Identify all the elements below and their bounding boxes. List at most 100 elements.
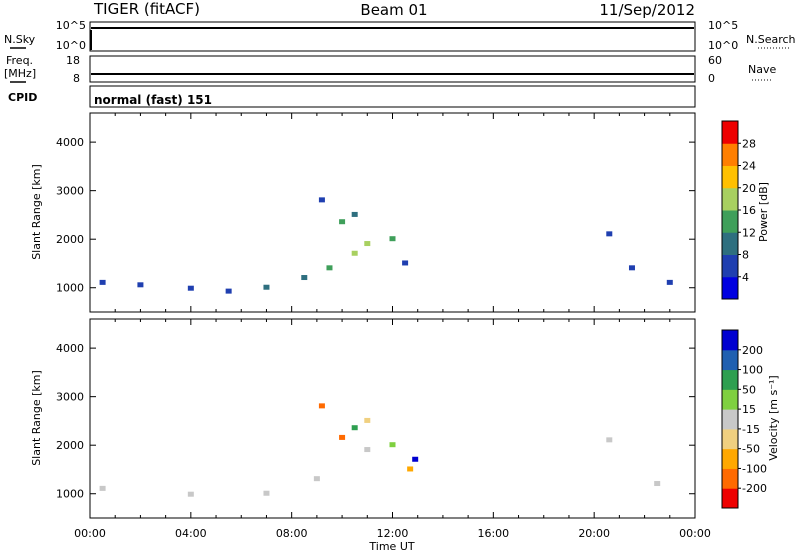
velocity-colorbar-label: Velocity [m s⁻¹] bbox=[767, 375, 780, 460]
power-data-point bbox=[389, 236, 396, 242]
velocity-panel: 1000 2000 3000 4000 Slant Range [km] bbox=[30, 318, 696, 519]
power-data-point bbox=[666, 279, 673, 285]
y-tick-label: 2000 bbox=[56, 439, 84, 452]
velocity-colorbar-tick-label: 200 bbox=[742, 344, 763, 357]
x-tick-label: 20:00 bbox=[578, 527, 610, 540]
velocity-data-point bbox=[412, 456, 419, 462]
velocity-plot-frame bbox=[89, 318, 696, 519]
power-colorbar-segment bbox=[722, 276, 738, 300]
velocity-colorbar-segment bbox=[722, 349, 738, 371]
velocity-colorbar-frame bbox=[721, 329, 739, 509]
power-colorbar-tick-label: 20 bbox=[742, 182, 756, 195]
velocity-data-point bbox=[339, 434, 346, 440]
power-data-point bbox=[402, 260, 409, 266]
nsearch-tick-top: 10^5 bbox=[708, 19, 738, 32]
nsearch-label: N.Search bbox=[746, 33, 796, 46]
nave-label: Nave bbox=[748, 63, 776, 76]
power-ylabel: Slant Range [km] bbox=[30, 164, 43, 260]
x-tick-label: 16:00 bbox=[477, 527, 509, 540]
velocity-data-point bbox=[187, 491, 194, 497]
x-tick-label: 00:00 bbox=[679, 527, 711, 540]
velocity-data-point bbox=[318, 403, 325, 409]
velocity-colorbar-tick-label: 50 bbox=[742, 383, 756, 396]
velocity-data-point bbox=[654, 481, 661, 487]
power-data-point bbox=[351, 211, 358, 217]
power-data-point bbox=[364, 241, 371, 247]
x-axis-label: Time UT bbox=[368, 540, 414, 553]
power-data-point bbox=[318, 197, 325, 203]
velocity-colorbar-segment bbox=[722, 488, 738, 509]
beam-title: Beam 01 bbox=[360, 1, 427, 19]
power-colorbar-segment bbox=[722, 121, 738, 144]
power-data-point bbox=[351, 250, 358, 256]
power-data-point bbox=[301, 275, 308, 281]
power-colorbar-tick-label: 8 bbox=[742, 249, 749, 262]
power-data-point bbox=[99, 279, 106, 285]
freq-unit-label: [MHz] bbox=[4, 67, 36, 80]
power-colorbar-segment bbox=[722, 143, 738, 166]
power-colorbar-segment bbox=[722, 210, 738, 233]
power-colorbar-segment bbox=[722, 254, 738, 278]
nsky-tick-bottom: 10^0 bbox=[56, 39, 86, 52]
power-data-point bbox=[628, 265, 635, 271]
y-tick-label: 3000 bbox=[56, 391, 84, 404]
power-colorbar-tick-label: 24 bbox=[742, 160, 756, 173]
y-tick-label: 3000 bbox=[56, 185, 84, 198]
nsky-label: N.Sky bbox=[4, 33, 36, 46]
power-data-point bbox=[339, 219, 346, 225]
velocity-data-point bbox=[351, 425, 358, 431]
cpid-strip: CPID normal (fast) 151 bbox=[8, 85, 696, 108]
freq-label: Freq. bbox=[6, 54, 33, 67]
velocity-colorbar-tick-label: 100 bbox=[742, 364, 763, 377]
velocity-data-point bbox=[364, 417, 371, 423]
nave-tick-bottom: 0 bbox=[708, 72, 715, 85]
power-data-point bbox=[137, 282, 144, 288]
velocity-colorbar-segment bbox=[722, 389, 738, 410]
power-colorbar-segment bbox=[722, 187, 738, 211]
power-colorbar-tick-label: 4 bbox=[742, 271, 749, 284]
velocity-data-point bbox=[99, 485, 106, 491]
freq-strip: Freq. [MHz] 18 8 60 0 Nave bbox=[4, 54, 776, 85]
power-panel: 1000 2000 3000 4000 Slant Range [km] bbox=[30, 112, 696, 313]
power-colorbar-tick-label: 12 bbox=[742, 226, 756, 239]
velocity-colorbar-segment bbox=[722, 369, 738, 390]
power-data-point bbox=[263, 284, 270, 290]
site-title: TIGER (fitACF) bbox=[93, 0, 200, 18]
nsky-strip: N.Sky 10^5 10^0 10^5 10^0 N.Search bbox=[4, 19, 796, 52]
velocity-ylabel: Slant Range [km] bbox=[30, 370, 43, 466]
freq-tick-top: 18 bbox=[66, 54, 80, 67]
power-colorbar-tick-label: 16 bbox=[742, 204, 756, 217]
velocity-data-point bbox=[263, 490, 270, 496]
power-plot-frame bbox=[89, 112, 696, 313]
velocity-colorbar-tick-label: -200 bbox=[742, 482, 767, 495]
y-tick-label: 4000 bbox=[56, 136, 84, 149]
velocity-colorbar-tick-label: 15 bbox=[742, 403, 756, 416]
velocity-colorbar-tick-label: -50 bbox=[742, 443, 760, 456]
nsky-tick-top: 10^5 bbox=[56, 19, 86, 32]
x-tick-label: 08:00 bbox=[276, 527, 308, 540]
velocity-colorbar-segment bbox=[722, 330, 738, 351]
y-tick-label: 1000 bbox=[56, 488, 84, 501]
velocity-data-point bbox=[606, 437, 613, 443]
power-colorbar-segment bbox=[722, 165, 738, 189]
velocity-data-point bbox=[389, 442, 396, 448]
velocity-data-point bbox=[364, 447, 371, 453]
y-tick-label: 1000 bbox=[56, 282, 84, 295]
velocity-colorbar-segment bbox=[722, 428, 738, 450]
velocity-colorbar-tick-label: -15 bbox=[742, 423, 760, 436]
freq-tick-bottom: 8 bbox=[73, 72, 80, 85]
power-data-point bbox=[187, 285, 194, 291]
velocity-data-point bbox=[313, 476, 320, 482]
power-colorbar-segment bbox=[722, 232, 738, 255]
cpid-label: CPID bbox=[8, 91, 37, 104]
velocity-data-point bbox=[407, 466, 414, 472]
y-tick-label: 4000 bbox=[56, 342, 84, 355]
x-tick-label: 04:00 bbox=[175, 527, 207, 540]
velocity-colorbar-segment bbox=[722, 448, 738, 469]
nave-tick-top: 60 bbox=[708, 54, 722, 67]
date-title: 11/Sep/2012 bbox=[599, 1, 695, 19]
velocity-colorbar-segment bbox=[722, 409, 738, 430]
power-data-point bbox=[326, 265, 333, 271]
power-colorbar-tick-label: 28 bbox=[742, 137, 756, 150]
